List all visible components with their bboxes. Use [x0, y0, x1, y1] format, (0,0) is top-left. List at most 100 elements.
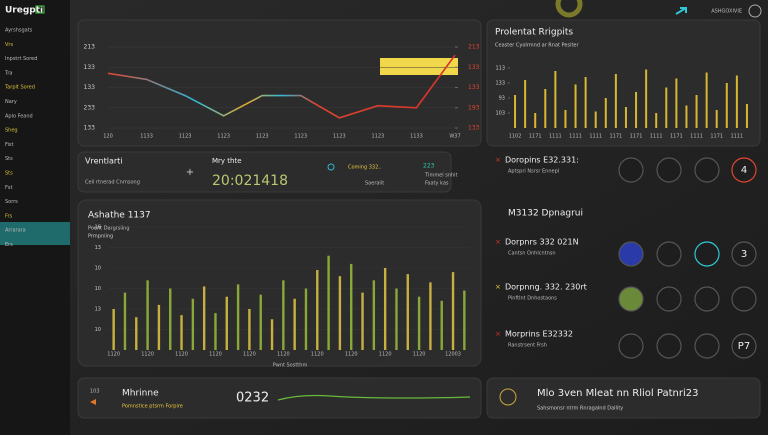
icon-button[interactable]: [618, 333, 644, 359]
topbar-label: ASHGOXIVIE: [711, 9, 742, 15]
sidebar-selected[interactable]: [0, 222, 70, 245]
x-tick-label: 1123: [256, 134, 269, 140]
row-icon: ×: [495, 330, 501, 338]
x-tick-label: 1171: [670, 134, 683, 140]
icon-button[interactable]: [694, 241, 720, 267]
bar: [338, 276, 342, 350]
icon-label: 3: [741, 249, 747, 260]
row-title: M3132 Dpnagrui: [508, 209, 583, 219]
x-tick-label: 1120: [209, 352, 222, 358]
y2-tick-label: 133: [468, 84, 480, 91]
row-title: Doropins E32.331:: [505, 156, 579, 165]
sidebar-item: Fist: [5, 142, 14, 148]
title: Mhrinne: [122, 389, 159, 399]
y-tick-label: 10: [95, 327, 101, 333]
badge: [35, 5, 45, 14]
bar: [406, 274, 409, 350]
x-tick-label: 1120: [311, 352, 324, 358]
bar: [112, 309, 115, 350]
x-tick-label: 1133: [140, 134, 153, 140]
x-tick-label: 1123: [333, 134, 346, 140]
row-icon: ×: [495, 283, 501, 291]
bar: [327, 255, 330, 350]
bar: [635, 92, 638, 128]
sidebar-title: Uregpti: [5, 6, 43, 16]
icon-button[interactable]: [618, 241, 644, 267]
sparkline: [277, 394, 471, 401]
y-tick-label: 16: [95, 225, 101, 231]
label: Faaty kas: [425, 181, 449, 187]
sidebar-item: Sts: [5, 156, 13, 162]
bar: [259, 294, 262, 350]
y-tick-label: 113: [495, 66, 505, 72]
bar: [372, 280, 376, 350]
user-icon[interactable]: [748, 4, 762, 18]
x-tick-label: 1171: [710, 134, 723, 140]
y-tick-label: 133: [84, 125, 96, 132]
sidebar-item: Vrs: [5, 42, 13, 48]
icon-button[interactable]: [656, 157, 682, 183]
x-tick-label: 1120: [413, 352, 426, 358]
bar: [123, 292, 127, 350]
x-tick-label: 1171: [610, 134, 623, 140]
icon-button[interactable]: [731, 241, 757, 267]
bar: [675, 78, 678, 128]
sidebar-item: Inpstrt Sored: [5, 56, 37, 62]
x-tick-label: 1120: [141, 352, 154, 358]
bar: [614, 74, 617, 128]
x-tick-label: 1171: [529, 134, 542, 140]
panels: [77, 19, 761, 419]
bar: [282, 280, 285, 350]
subtitle: Pomnstlce ptsrm Forpire: [122, 404, 183, 410]
icon-button[interactable]: [656, 286, 682, 312]
bar: [214, 313, 217, 350]
icon-button[interactable]: [694, 333, 720, 359]
subtitle: Ceil rtnerad Cnrnsong: [85, 180, 140, 186]
icon-button[interactable]: [731, 333, 757, 359]
bar: [685, 105, 688, 128]
sidebar-item: Fst: [5, 185, 12, 191]
x-tick-label: 1123: [217, 134, 230, 140]
sidebar-item: Ayrshsgats: [5, 28, 33, 34]
bar: [725, 83, 728, 128]
icon-button[interactable]: [656, 241, 682, 267]
icon-button[interactable]: [618, 286, 644, 312]
x-tick-label: 1123: [294, 134, 307, 140]
y-tick-label: 10: [95, 286, 101, 292]
label: Tlmmel snhit: [424, 173, 458, 179]
bar: [417, 296, 421, 350]
bar: [236, 284, 240, 350]
y-tick-label: 13: [95, 307, 101, 313]
icon-label: P7: [738, 341, 750, 352]
sidebar-item: Ers: [5, 242, 13, 248]
chart-subtitle: Poent Dargrsiing: [88, 226, 130, 232]
row-subtitle: Cantsn Onhlcntnsn: [508, 251, 556, 257]
x-tick-label: 1133: [410, 134, 423, 140]
bar: [715, 110, 718, 128]
x-tick-label: W37: [449, 134, 460, 140]
subtitle: Saeralit: [365, 181, 384, 187]
x-tick-label: 1123: [179, 134, 192, 140]
big-value: 20:021418: [212, 173, 288, 189]
sidebar-item: Aplo Feand: [5, 113, 33, 119]
bar: [180, 315, 183, 350]
icon-button[interactable]: [731, 157, 757, 183]
icon-button[interactable]: [694, 157, 720, 183]
row-icon: ×: [495, 156, 501, 164]
icon-button[interactable]: [694, 286, 720, 312]
sidebar: [0, 0, 70, 435]
y-tick-label: 93: [499, 96, 505, 102]
row-title: Morprins E32332: [505, 330, 573, 339]
icon-button[interactable]: [618, 157, 644, 183]
bar: [135, 317, 138, 350]
icon-button[interactable]: [731, 286, 757, 312]
icon-button[interactable]: [656, 333, 682, 359]
line: [107, 54, 456, 119]
bar: [451, 272, 455, 350]
y2-tick-label: 193: [468, 104, 480, 111]
sidebar-item: Tra: [4, 70, 12, 76]
icon: [90, 399, 96, 405]
bar: [544, 89, 547, 128]
row-title: Dorpnrs 332 021N: [505, 238, 579, 247]
y-tick-label: 133: [84, 64, 96, 71]
